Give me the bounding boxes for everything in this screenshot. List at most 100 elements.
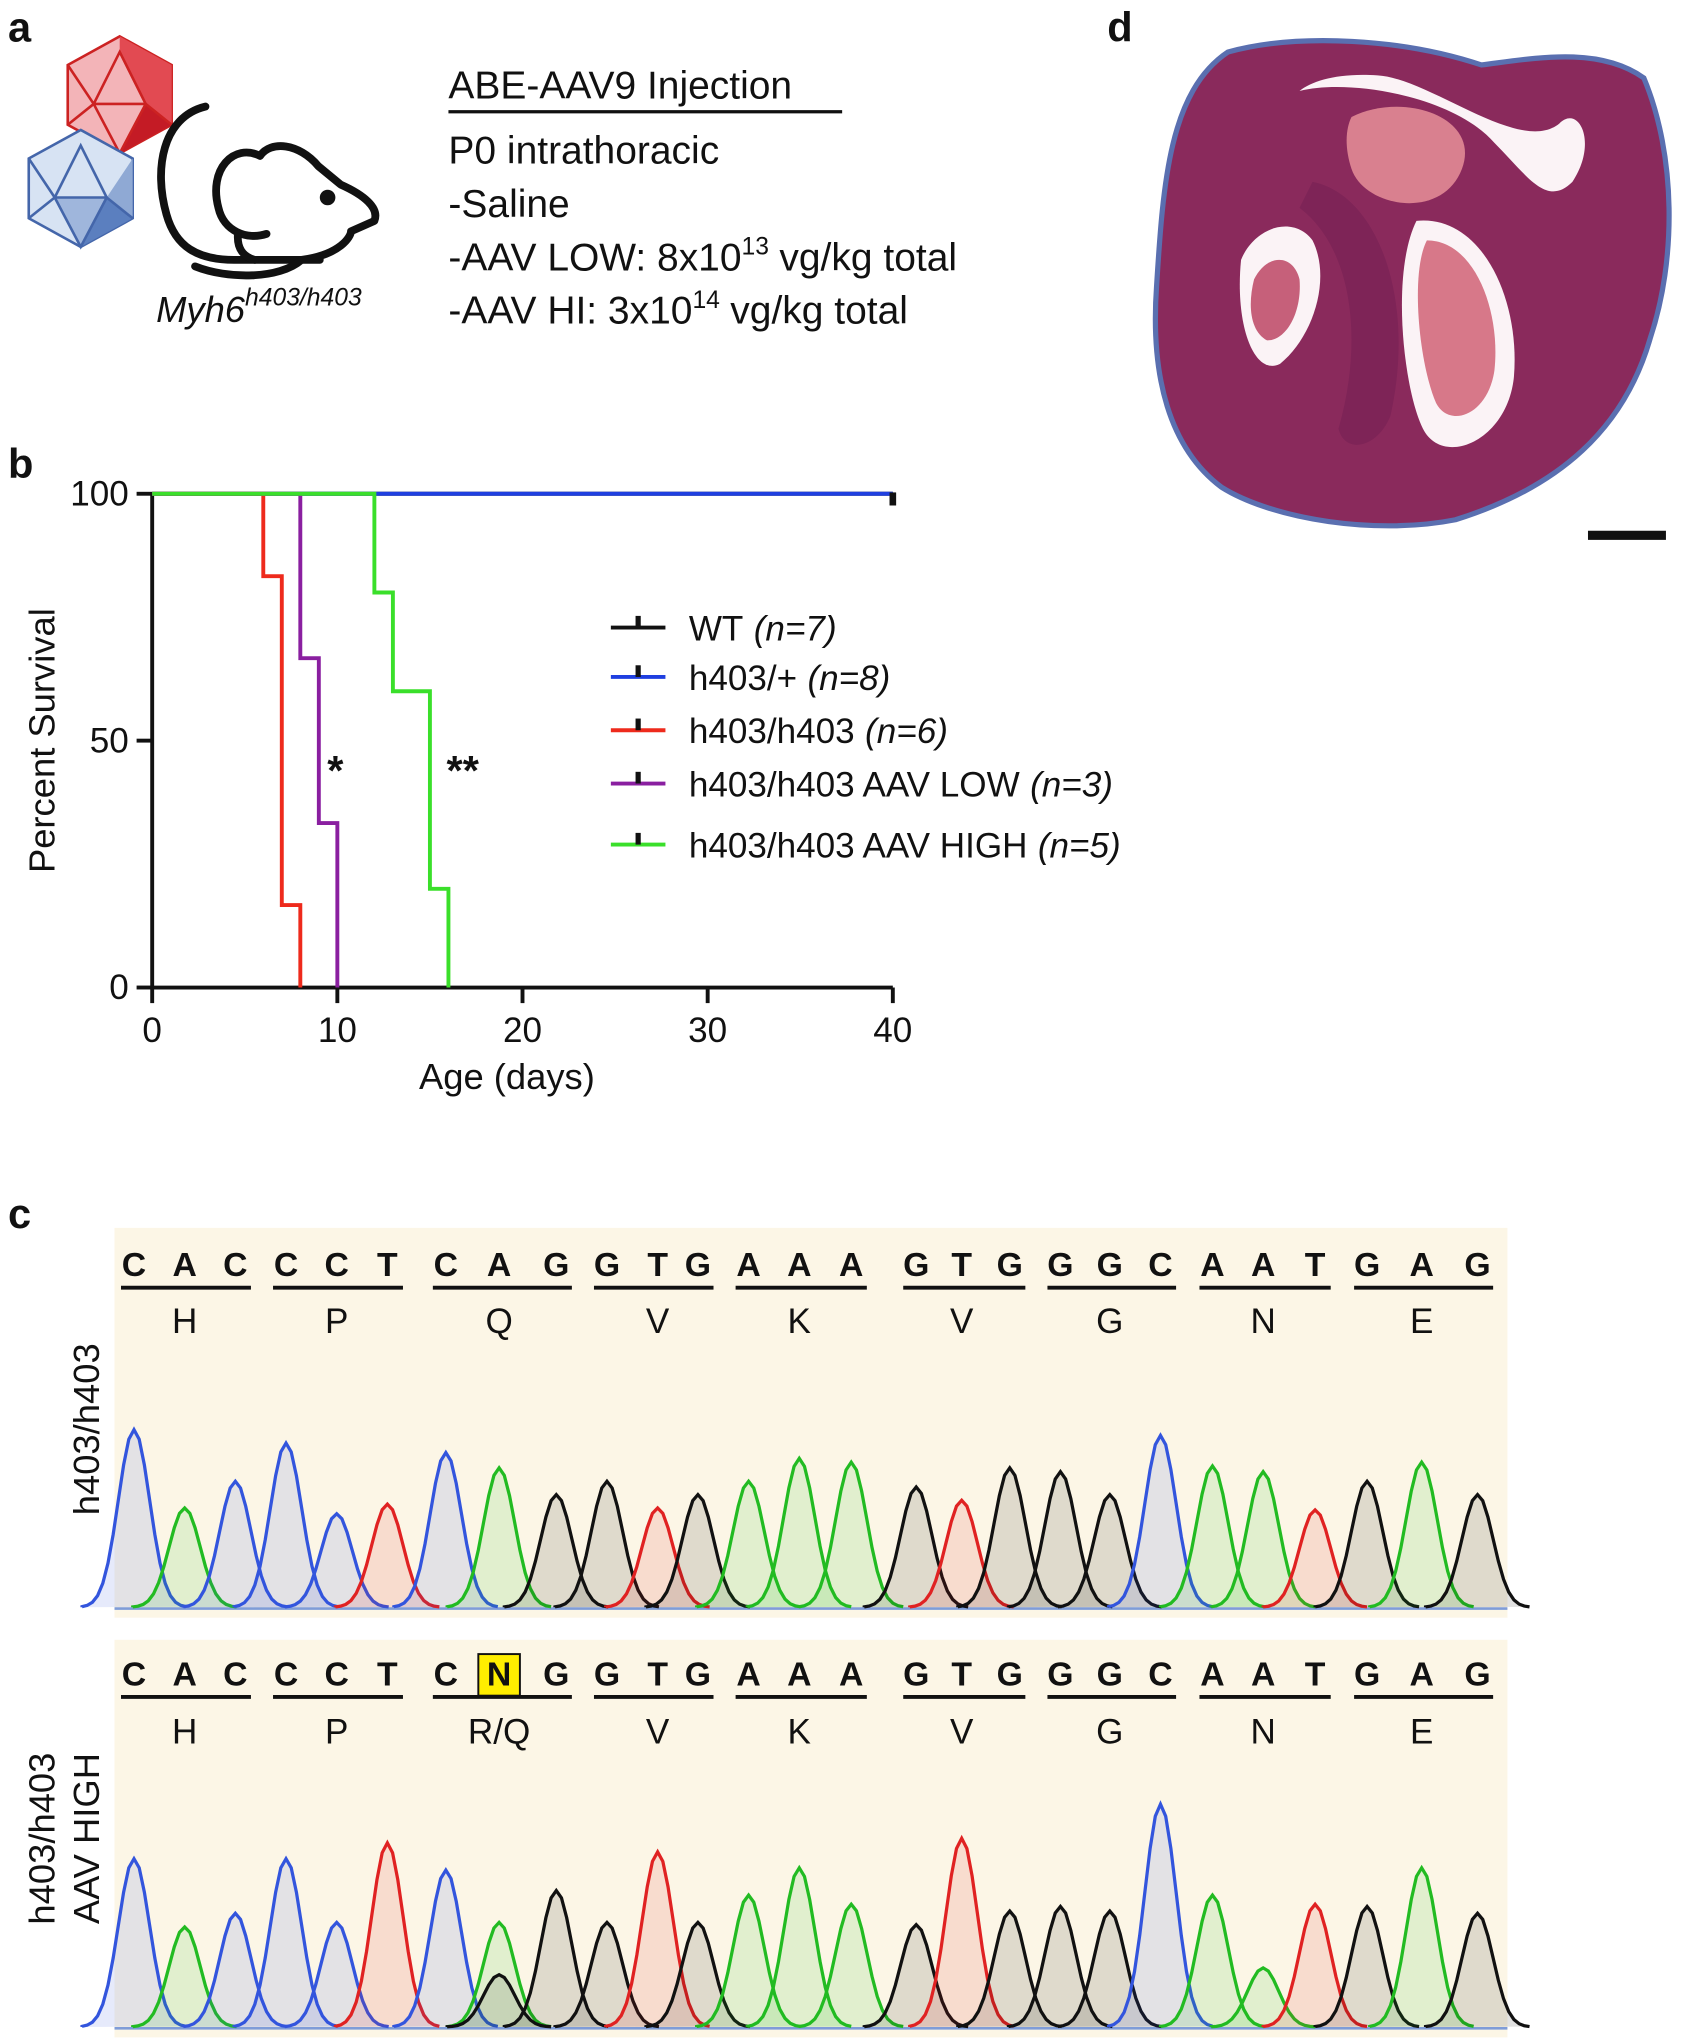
peak — [80, 1855, 187, 2028]
injection-title: ABE-AAV9 Injection — [448, 65, 792, 108]
peak — [644, 1492, 751, 1609]
amino-acid: N — [1250, 1302, 1275, 1341]
peak — [604, 1848, 711, 2028]
peak — [131, 1924, 237, 2029]
x-axis-label: Age (days) — [419, 1056, 595, 1097]
y-tick-label: 100 — [70, 474, 129, 513]
legend-entry: WT (n=7) — [689, 610, 837, 649]
base-call: C — [434, 1655, 458, 1693]
peak — [333, 1501, 440, 1609]
base-call: N — [487, 1655, 511, 1693]
peak — [694, 1478, 801, 1609]
base-call: A — [736, 1655, 760, 1693]
base-call: G — [997, 1655, 1023, 1693]
base-call: A — [1200, 1655, 1224, 1693]
peak — [1209, 1468, 1316, 1609]
peak — [80, 1426, 187, 1609]
base-call: G — [1464, 1246, 1490, 1284]
peak — [502, 1492, 609, 1609]
base-call: G — [1354, 1246, 1380, 1284]
base-call: A — [1251, 1655, 1275, 1693]
base-call: G — [685, 1655, 711, 1693]
base-call: G — [594, 1655, 620, 1693]
y-tick-label: 50 — [90, 721, 129, 760]
legend-name: h403/+ — [689, 659, 797, 698]
peak — [232, 1439, 339, 1609]
panel-label: b — [8, 440, 33, 487]
base-call: T — [951, 1246, 972, 1284]
peak — [392, 1449, 499, 1609]
amino-acid: V — [950, 1713, 974, 1752]
peak — [694, 1892, 801, 2029]
peak — [1106, 1800, 1213, 2028]
peak — [1006, 1468, 1113, 1609]
peak — [1313, 1478, 1420, 1609]
peak — [1209, 1965, 1316, 2029]
peak — [333, 1839, 440, 2028]
peak — [1261, 1901, 1368, 2029]
gene: Myh6 — [156, 289, 246, 330]
amino-acid: V — [950, 1302, 974, 1341]
base-call: A — [839, 1655, 863, 1693]
peak — [1423, 1492, 1530, 1609]
base-call: G — [997, 1246, 1023, 1284]
trace-background — [114, 1639, 1508, 2038]
legend-entry: h403/h403 AAV HIGH (n=5) — [689, 827, 1121, 866]
base-call: C — [274, 1655, 298, 1693]
peak — [1158, 1463, 1265, 1609]
peak — [1056, 1492, 1163, 1609]
peak — [956, 1908, 1062, 2029]
peak — [392, 1866, 499, 2028]
base-call: C — [122, 1655, 146, 1693]
survival-line — [152, 491, 451, 988]
peak — [1368, 1459, 1474, 1609]
amino-acid: G — [1096, 1302, 1123, 1341]
peak — [644, 1920, 751, 2029]
x-tick-label: 30 — [688, 1011, 727, 1050]
dose-text: -AAV LOW: 8x10 — [448, 236, 741, 279]
base-call: T — [647, 1246, 668, 1284]
peak — [745, 1864, 852, 2028]
peak — [604, 1505, 710, 1609]
base-call: A — [1409, 1655, 1433, 1693]
aav-capsid-red — [66, 34, 173, 157]
mouse-genotype: Myh6h403/h403 — [156, 284, 362, 330]
base-call: C — [1148, 1246, 1172, 1284]
base-call: C — [1148, 1655, 1172, 1693]
peak — [1106, 1432, 1213, 1609]
base-call: A — [839, 1246, 863, 1284]
amino-acid: V — [646, 1713, 670, 1752]
dose-unit: vg/kg total — [779, 236, 957, 279]
base-call: G — [903, 1246, 929, 1284]
base-call: C — [223, 1655, 247, 1693]
amino-acid: K — [788, 1713, 811, 1752]
x-tick-label: 10 — [318, 1011, 357, 1050]
legend-name: h403/h403 AAV HIGH — [689, 827, 1028, 866]
base-call: C — [434, 1246, 458, 1284]
trace-background — [114, 1227, 1508, 1618]
base-call: G — [594, 1246, 620, 1284]
peak — [445, 1972, 552, 2029]
peak — [502, 1887, 609, 2029]
amino-acid: H — [172, 1713, 197, 1752]
panel-label: d — [1107, 4, 1132, 51]
base-call: A — [787, 1655, 811, 1693]
x-tick-label: 0 — [142, 1011, 162, 1050]
base-call: C — [325, 1655, 349, 1693]
base-call: G — [1354, 1655, 1380, 1693]
y-tick-label: 0 — [109, 968, 129, 1007]
dose-exponent: 14 — [692, 287, 719, 314]
base-call: G — [1047, 1655, 1073, 1693]
peak — [1158, 1892, 1265, 2029]
peak — [1261, 1507, 1368, 1609]
peak — [908, 1497, 1014, 1609]
base-call: A — [172, 1246, 196, 1284]
legend-name: WT — [689, 610, 744, 649]
amino-acid: E — [1410, 1302, 1433, 1341]
peak — [131, 1505, 237, 1609]
peak — [1368, 1864, 1474, 2028]
peak — [445, 1465, 552, 1609]
aav-capsid-blue — [27, 128, 134, 250]
amino-acid: E — [1410, 1713, 1433, 1752]
legend-n: (n=6) — [865, 712, 948, 751]
